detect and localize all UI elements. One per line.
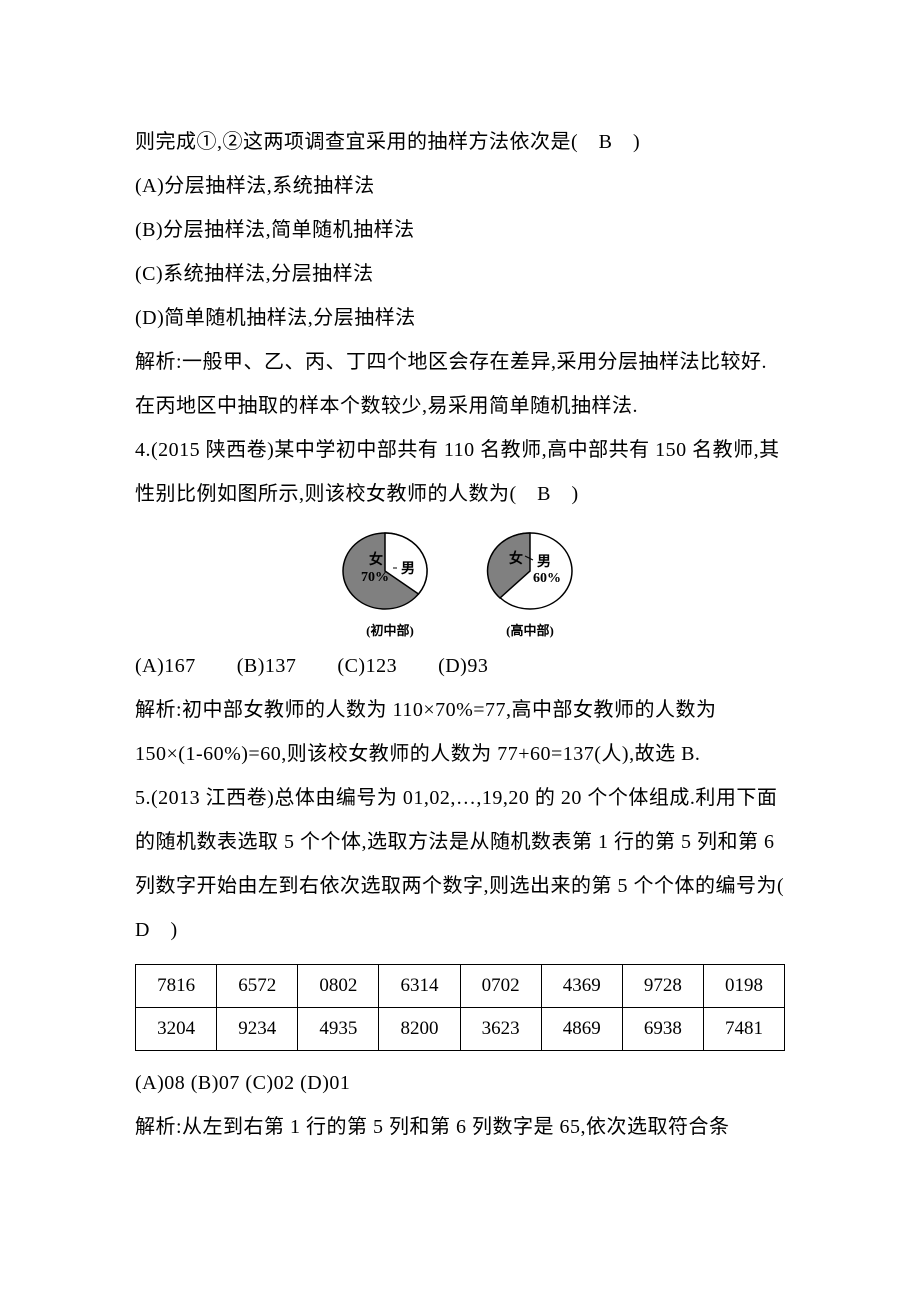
- table-cell: 6938: [622, 1008, 703, 1051]
- q3-option-c: (C)系统抽样法,分层抽样法: [135, 252, 785, 296]
- pie-junior-female-label: 女: [369, 551, 383, 568]
- q5-options: (A)08 (B)07 (C)02 (D)01: [135, 1061, 785, 1105]
- table-cell: 6314: [379, 965, 460, 1008]
- table-cell: 4935: [298, 1008, 379, 1051]
- table-row: 7816 6572 0802 6314 0702 4369 9728 0198: [136, 965, 785, 1008]
- q5-explain: 解析:从左到右第 1 行的第 5 列和第 6 列数字是 65,依次选取符合条: [135, 1105, 785, 1149]
- chart-junior-label: (初中部): [366, 620, 414, 639]
- chart-senior-label: (高中部): [506, 620, 554, 639]
- table-cell: 8200: [379, 1008, 460, 1051]
- q3-option-a: (A)分层抽样法,系统抽样法: [135, 164, 785, 208]
- table-cell: 4869: [541, 1008, 622, 1051]
- q4-explain: 解析:初中部女教师的人数为 110×70%=77,高中部女教师的人数为 150×…: [135, 688, 785, 776]
- table-cell: 4369: [541, 965, 622, 1008]
- q4-charts: 女 70% 男 (初中部) 女 男 60% (高中部): [135, 526, 785, 639]
- pie-junior-svg: 女 70% 男: [335, 526, 445, 616]
- table-cell: 0802: [298, 965, 379, 1008]
- q3-option-d: (D)简单随机抽样法,分层抽样法: [135, 296, 785, 340]
- table-cell: 9234: [217, 1008, 298, 1051]
- q4-stem: 4.(2015 陕西卷)某中学初中部共有 110 名教师,高中部共有 150 名…: [135, 428, 785, 516]
- table-cell: 3204: [136, 1008, 217, 1051]
- table-cell: 3623: [460, 1008, 541, 1051]
- chart-junior: 女 70% 男 (初中部): [335, 526, 445, 639]
- q3-stem: 则完成①,②这两项调查宜采用的抽样方法依次是( B ): [135, 120, 785, 164]
- table-cell: 9728: [622, 965, 703, 1008]
- pie-senior-female-label: 女: [509, 550, 523, 567]
- q5-stem: 5.(2013 江西卷)总体由编号为 01,02,…,19,20 的 20 个个…: [135, 776, 785, 952]
- table-cell: 7816: [136, 965, 217, 1008]
- pie-senior-male-pct: 60%: [533, 571, 561, 586]
- pie-senior-svg: 女 男 60%: [475, 526, 585, 616]
- table-row: 3204 9234 4935 8200 3623 4869 6938 7481: [136, 1008, 785, 1051]
- table-cell: 0198: [703, 965, 784, 1008]
- chart-senior: 女 男 60% (高中部): [475, 526, 585, 639]
- pie-senior-male-label: 男: [537, 554, 551, 570]
- q3-explain: 解析:一般甲、乙、丙、丁四个地区会存在差异,采用分层抽样法比较好.在丙地区中抽取…: [135, 340, 785, 428]
- table-cell: 7481: [703, 1008, 784, 1051]
- table-cell: 6572: [217, 965, 298, 1008]
- q4-options: (A)167 (B)137 (C)123 (D)93: [135, 644, 785, 688]
- random-number-table: 7816 6572 0802 6314 0702 4369 9728 0198 …: [135, 964, 785, 1051]
- pie-junior-female-pct: 70%: [361, 570, 389, 585]
- table-cell: 0702: [460, 965, 541, 1008]
- pie-junior-male-label: 男: [401, 561, 415, 577]
- q3-option-b: (B)分层抽样法,简单随机抽样法: [135, 208, 785, 252]
